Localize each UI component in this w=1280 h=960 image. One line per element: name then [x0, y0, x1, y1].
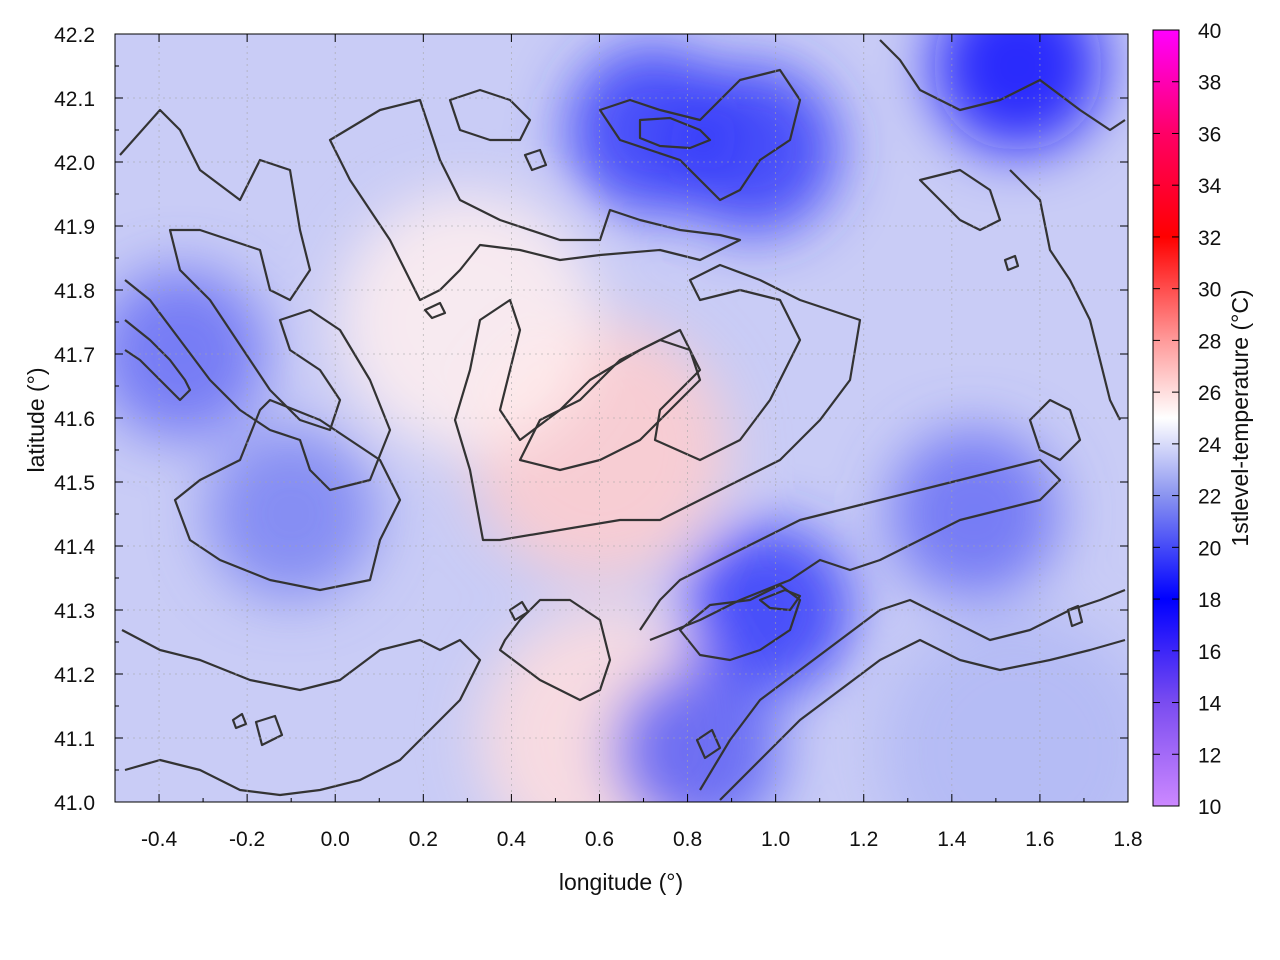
colorbar-tick-label: 40	[1198, 20, 1221, 43]
contour-coastal-range-3	[719, 638, 1126, 801]
x-tick-label: 0.8	[673, 828, 702, 851]
contour-northeast-pyrenees	[879, 39, 1126, 132]
x-tick-label: -0.2	[229, 828, 265, 851]
x-axis-label: longitude (°)	[559, 869, 683, 895]
colorbar-ticks: 10 12 14 16 18 20 22 24 26 28 30 32 34 36 38 40	[1153, 20, 1222, 819]
y-tick-label: 41.5	[54, 472, 95, 495]
colorbar-label: 1stlevel-temperature (°C)	[1227, 289, 1253, 546]
y-tick-label: 41.0	[54, 792, 95, 815]
y-tick-label: 41.3	[54, 600, 95, 623]
contour-warm-inner	[518, 338, 702, 472]
colorbar-tick-label: 14	[1198, 693, 1222, 716]
colorbar-tick-label: 10	[1198, 796, 1221, 819]
contour-small-7	[1066, 604, 1084, 628]
y-tick-label: 41.9	[54, 216, 95, 239]
field-feature-cool-10	[611, 665, 782, 802]
contour-north-pyrenees-inner	[638, 116, 712, 150]
contour-southwest	[121, 629, 482, 797]
field-feature-sea-11	[877, 610, 1128, 802]
colorbar-tick-label: 38	[1198, 72, 1221, 95]
colorbar-tick-label: 28	[1198, 330, 1221, 353]
field-feature-cool-7	[932, 34, 1103, 151]
y-tick-label: 42.0	[54, 152, 95, 175]
contour-west-basin	[173, 398, 402, 592]
x-tick-label: 1.0	[761, 828, 790, 851]
y-tick-label: 41.1	[54, 728, 95, 751]
contour-small-5	[523, 148, 548, 172]
x-tick-label: -0.4	[141, 828, 178, 851]
y-axis-label: latitude (°)	[23, 367, 49, 472]
y-tick-label: 41.4	[54, 536, 95, 559]
y-tick-label: 42.2	[54, 24, 95, 47]
contour-west-inner	[124, 319, 192, 402]
contour-small-1	[423, 301, 447, 320]
contour-small-2	[508, 600, 530, 622]
y-tick-label: 41.6	[54, 408, 95, 431]
x-tick-label: 0.6	[585, 828, 614, 851]
x-tick-label: 1.6	[1025, 828, 1054, 851]
colorbar-tick-label: 30	[1198, 279, 1221, 302]
x-tick-label: 0.4	[497, 828, 527, 851]
contour-small-6	[695, 728, 722, 760]
contour-north-pyrenees	[598, 68, 802, 202]
contour-northeast-2	[918, 168, 1002, 232]
contour-south-valley	[498, 598, 612, 702]
colorbar-tick-label: 24	[1198, 434, 1222, 457]
x-tick-label: 1.4	[937, 828, 967, 851]
x-axis: -0.4 -0.2 0.0 0.2 0.4 0.6 0.8 1.0 1.2 1.4 1.6 1.8	[141, 34, 1143, 851]
y-tick-label: 42.1	[54, 88, 95, 111]
plot-area	[115, 34, 1128, 802]
y-tick-label: 41.2	[54, 664, 95, 687]
contour-lines	[119, 39, 1126, 801]
colorbar-tick-label: 22	[1198, 486, 1221, 509]
contour-warm-core	[453, 263, 862, 542]
colorbar-tick-label: 12	[1198, 744, 1221, 767]
colorbar-tick-label: 34	[1198, 175, 1222, 198]
x-tick-label: 0.2	[409, 828, 438, 851]
field-feature-cool-4	[206, 429, 377, 599]
contour-coastal-range	[639, 458, 1062, 642]
contour-small-8	[1003, 254, 1020, 272]
colorbar-tick-label: 18	[1198, 589, 1221, 612]
colorbar-tick-label: 20	[1198, 537, 1221, 560]
colorbar-tick-label: 36	[1198, 123, 1221, 146]
colorbar-tick-label: 32	[1198, 227, 1221, 250]
colorbar-tick-label: 26	[1198, 382, 1221, 405]
colorbar-tick-label: 16	[1198, 641, 1221, 664]
contour-small-3	[231, 712, 248, 730]
x-tick-label: 0.0	[321, 828, 350, 851]
contour-montseny	[678, 583, 802, 662]
temperature-field	[115, 34, 1128, 802]
y-axis: 41.0 41.1 41.2 41.3 41.4 41.5 41.6 41.7 41.8 41.9…	[54, 24, 1128, 815]
x-tick-label: 1.2	[849, 828, 878, 851]
contour-east	[1009, 169, 1121, 421]
y-tick-label: 41.8	[54, 280, 95, 303]
field-feature-warm-1	[337, 192, 598, 452]
contour-montseny-inner	[758, 588, 802, 612]
contour-small-4	[254, 714, 284, 747]
grid-lines	[115, 34, 1128, 802]
field-feature-cool-6	[668, 64, 839, 235]
x-tick-label: 1.8	[1113, 828, 1142, 851]
colorbar-scale	[1152, 29, 1180, 807]
y-tick-label: 41.7	[54, 344, 95, 367]
colorbar: 10 12 14 16 18 20 22 24 26 28 30 32 34 36 38 40 1stleve…	[1152, 20, 1253, 819]
field-feature-cool-9	[888, 429, 1059, 599]
contour-north-west-ridge	[448, 88, 532, 142]
